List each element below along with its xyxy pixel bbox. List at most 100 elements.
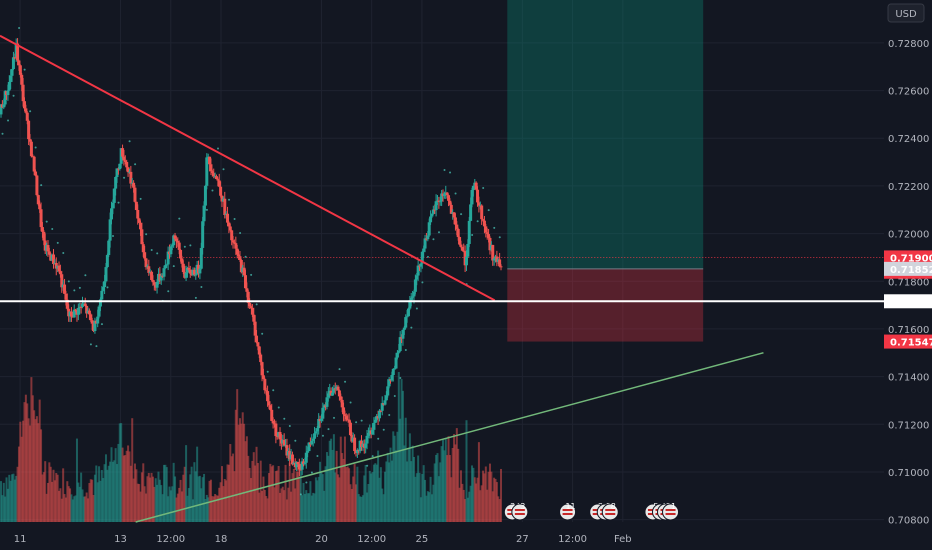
volume-bar — [451, 447, 454, 522]
drawn-lines[interactable] — [0, 34, 884, 523]
candle-body — [232, 242, 236, 244]
profit-zone[interactable] — [507, 0, 704, 269]
candle-body — [278, 432, 282, 440]
sar-dot — [277, 406, 280, 409]
event-count: 3 — [520, 502, 525, 511]
long-position-tool[interactable] — [177, 0, 884, 342]
volume-bar — [27, 418, 30, 522]
candle-body — [188, 269, 192, 274]
volume-bar — [419, 497, 422, 522]
candle-body — [89, 314, 93, 321]
candle-body — [38, 204, 42, 210]
candle-body — [58, 271, 62, 275]
candle-body — [477, 202, 481, 206]
volume-bar — [114, 448, 117, 522]
volume-bar — [160, 485, 163, 522]
volume-bar — [435, 454, 438, 522]
candle-body — [332, 388, 336, 393]
flag-stripe — [514, 513, 525, 515]
volume-bar — [302, 482, 305, 522]
volume-bar — [490, 471, 493, 522]
event-badge[interactable]: 1 — [662, 502, 680, 521]
volume-bar — [169, 490, 172, 522]
volume-bar — [272, 465, 275, 522]
volume-bar — [337, 474, 340, 522]
time-tick-label: 12:00 — [156, 534, 185, 545]
price-tick-label: 0.72400 — [888, 134, 929, 145]
volume-bar — [368, 470, 371, 522]
volume-bar — [383, 471, 386, 522]
volume-bar — [100, 469, 103, 522]
volume-bar — [113, 460, 116, 522]
sar-dot — [250, 273, 253, 276]
candle-body — [227, 222, 231, 227]
downtrend-line[interactable] — [0, 34, 496, 302]
candle-body — [404, 317, 408, 328]
candle-body — [65, 299, 69, 309]
candle-body — [434, 201, 438, 211]
flag-stripe — [514, 509, 525, 511]
volume-bar — [117, 443, 120, 522]
candle-body — [129, 171, 133, 184]
volume-bar — [93, 474, 96, 522]
stop-loss-zone[interactable] — [507, 268, 704, 342]
time-tick-label: 12:00 — [357, 534, 386, 545]
candle-body — [133, 187, 137, 202]
candle-body — [290, 454, 294, 465]
volume-bar — [186, 495, 189, 522]
volume-bar — [417, 455, 420, 522]
volume-bar — [58, 490, 61, 522]
volume-bar — [377, 450, 380, 522]
volume-bar — [226, 464, 229, 522]
volume-bar — [150, 472, 153, 522]
volume-bar — [193, 462, 196, 522]
volume-bar — [258, 492, 261, 522]
candle-body — [242, 267, 246, 276]
event-badge[interactable]: 11 — [559, 502, 577, 521]
event-badge[interactable]: 8 — [601, 502, 619, 521]
candle-body — [173, 235, 177, 239]
candle-body — [383, 400, 387, 405]
volume-bar — [308, 493, 311, 522]
volume-bar — [348, 468, 351, 522]
volume-bar — [9, 480, 12, 522]
volume-bar — [95, 465, 98, 522]
volume-bar — [443, 450, 446, 522]
candle-body — [347, 419, 351, 423]
volume-bar — [182, 474, 185, 522]
volume-bar — [156, 484, 159, 522]
candle-body — [485, 232, 489, 235]
volume-bar — [185, 445, 188, 522]
volume-bar — [252, 452, 255, 522]
volume-bar — [22, 420, 25, 522]
candle-body — [42, 231, 46, 241]
sar-dot — [338, 368, 341, 371]
event-badge[interactable]: 3 — [511, 502, 529, 521]
sar-dot — [327, 428, 330, 431]
candle-body — [93, 320, 97, 332]
volume-bar — [488, 463, 491, 522]
volume-bar — [305, 490, 308, 522]
volume-bar — [267, 473, 270, 522]
candle-body — [257, 346, 261, 355]
price-tick-label: 0.70800 — [888, 516, 929, 527]
candle-body — [456, 228, 460, 238]
volume-bar — [269, 463, 272, 522]
volume-bar — [33, 410, 36, 522]
volume-bar — [476, 477, 479, 522]
volume-bar — [381, 488, 384, 522]
uptrend-line[interactable] — [135, 352, 764, 523]
time-tick-label: 12:00 — [558, 534, 587, 545]
candle-body — [24, 108, 28, 113]
candle-body — [228, 226, 232, 231]
volume-bar — [151, 476, 154, 522]
price-tick-label: 0.71000 — [888, 468, 929, 479]
volume-bar — [339, 436, 342, 522]
time-axis[interactable]: 11 13 12:00 18 20 12:00 25 27 12:00 Feb — [0, 526, 884, 550]
currency-button[interactable] — [887, 3, 925, 23]
candle-body — [459, 244, 463, 248]
candle-body — [170, 245, 174, 247]
event-badges[interactable]: 243112885421 — [503, 502, 680, 521]
